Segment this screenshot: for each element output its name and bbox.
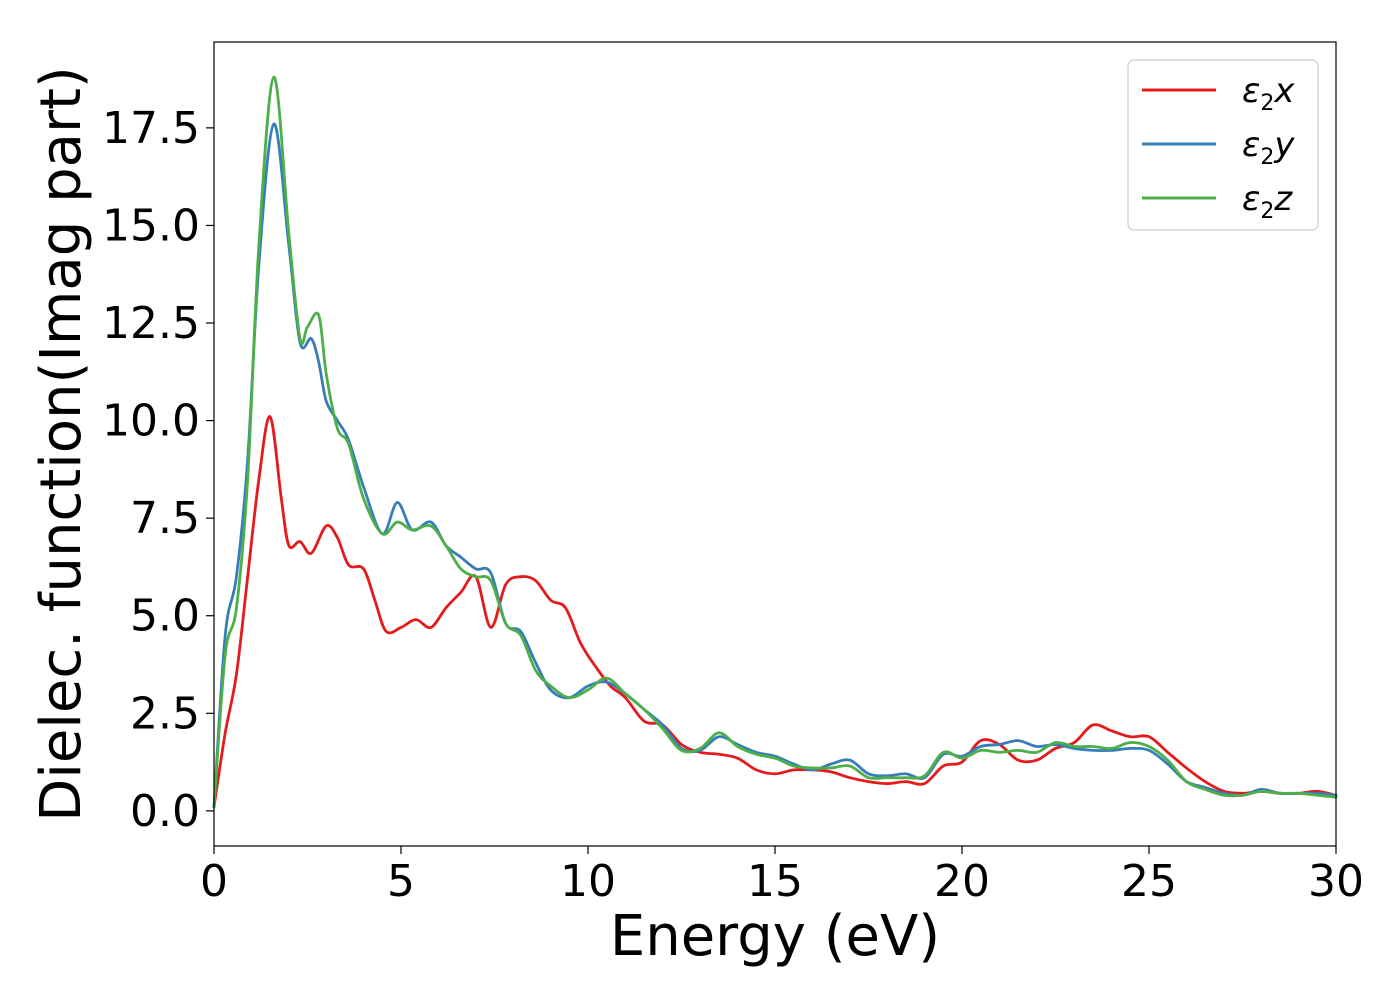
legend-label-z: ε2z bbox=[1242, 179, 1293, 224]
legend-label-x: ε2x bbox=[1242, 71, 1295, 116]
x-tick-label: 10 bbox=[560, 856, 616, 907]
x-tick-label: 15 bbox=[747, 856, 803, 907]
x-tick-label: 0 bbox=[200, 856, 228, 907]
series-line-z bbox=[212, 75, 1338, 809]
legend-label-y: ε2y bbox=[1242, 125, 1295, 170]
y-tick-label: 0.0 bbox=[130, 786, 200, 837]
x-tick-label: 20 bbox=[934, 856, 990, 907]
y-tick-label: 10.0 bbox=[102, 396, 200, 447]
x-axis-title: Energy (eV) bbox=[610, 904, 940, 969]
y-axis-ticks: 0.0 2.5 5.0 7.5 10.0 12.5 15.0 17.5 bbox=[102, 103, 214, 837]
x-tick-label: 30 bbox=[1308, 856, 1364, 907]
series-layer bbox=[212, 75, 1338, 809]
x-tick-label: 25 bbox=[1121, 856, 1177, 907]
legend: ε2x ε2y ε2z bbox=[1127, 59, 1319, 231]
y-tick-label: 17.5 bbox=[102, 103, 200, 154]
legend-box bbox=[1127, 59, 1319, 231]
y-tick-label: 2.5 bbox=[130, 688, 200, 739]
x-tick-label: 5 bbox=[387, 856, 415, 907]
y-tick-label: 7.5 bbox=[130, 493, 200, 544]
y-tick-label: 15.0 bbox=[102, 200, 200, 251]
y-tick-label: 5.0 bbox=[130, 591, 200, 642]
y-tick-label: 12.5 bbox=[102, 298, 200, 349]
y-axis-title: Dielec. function(Imag part) bbox=[29, 66, 94, 822]
series-line-y bbox=[212, 122, 1338, 809]
series-line-x bbox=[212, 415, 1338, 809]
x-axis-ticks: 0 5 10 15 20 25 30 bbox=[200, 846, 1364, 907]
